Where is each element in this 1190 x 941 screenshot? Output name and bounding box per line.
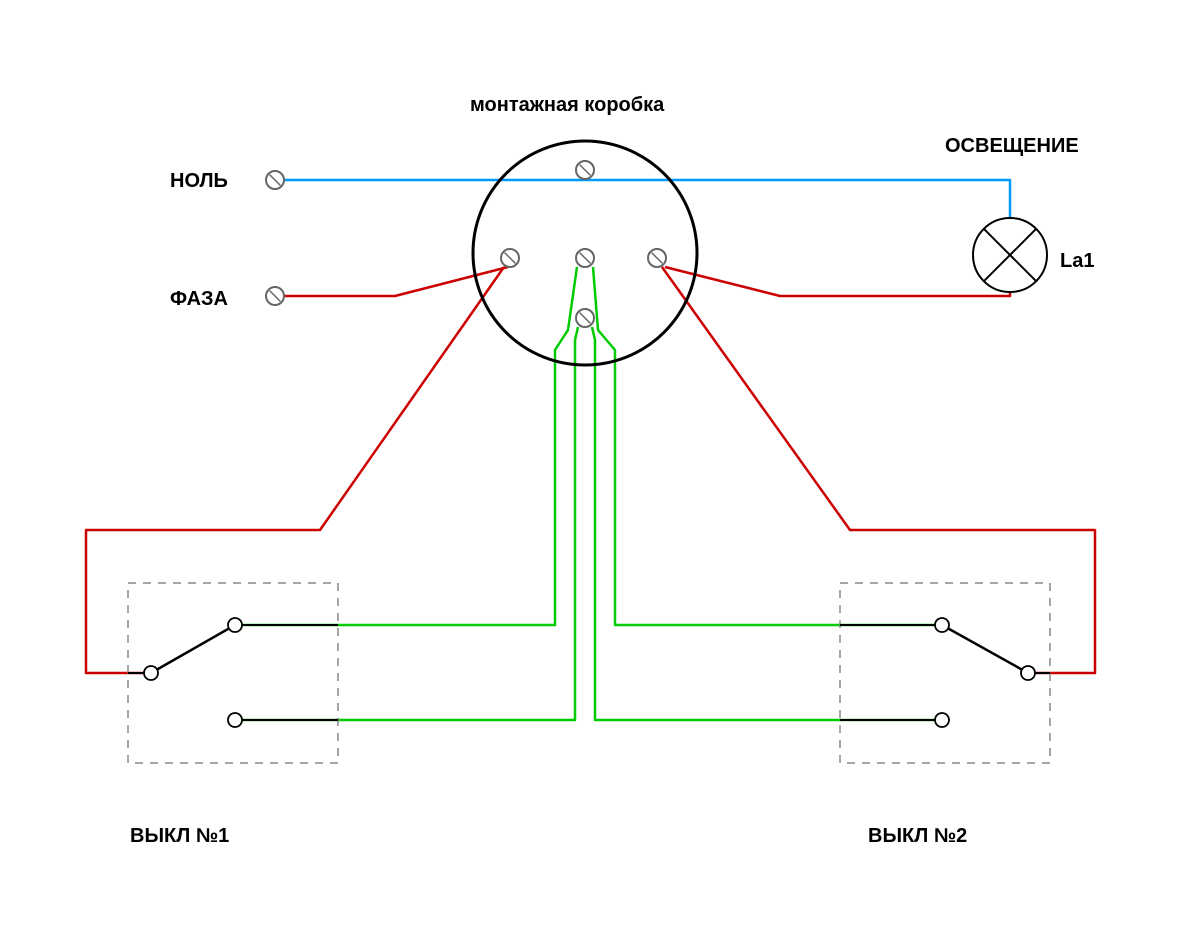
switch-sw2-t1	[935, 618, 949, 632]
label-junction-box: монтажная коробка	[470, 94, 664, 117]
label-switch1: ВЫКЛ №1	[130, 825, 229, 848]
wire-traveler_sw1_t2	[242, 327, 578, 720]
label-lamp: La1	[1060, 250, 1094, 273]
switch-sw2-t2	[935, 713, 949, 727]
switch-lever-sw1	[151, 625, 235, 673]
wire-traveler_sw1_t1	[242, 267, 577, 625]
wire-phase_to_lamp_out	[665, 267, 1010, 296]
switch-box-sw2	[840, 583, 1050, 763]
wire-traveler_sw2_t1	[593, 267, 935, 625]
switch-sw2-common	[1021, 666, 1035, 680]
switch-box-sw1	[128, 583, 338, 763]
wire-neutral_to_lamp	[284, 180, 1010, 218]
wire-traveler_sw2_t2	[592, 327, 935, 720]
label-neutral: НОЛЬ	[170, 170, 228, 193]
switch-lever-sw2	[942, 625, 1028, 673]
wire-phase_to_sw2	[662, 267, 1095, 673]
switch-sw1-common	[144, 666, 158, 680]
wire-phase_to_sw1	[86, 267, 504, 673]
label-phase: ФАЗА	[170, 288, 228, 311]
label-lighting: ОСВЕЩЕНИЕ	[945, 135, 1079, 158]
switch-sw1-t2	[228, 713, 242, 727]
switch-sw1-t1	[228, 618, 242, 632]
label-switch2: ВЫКЛ №2	[868, 825, 967, 848]
